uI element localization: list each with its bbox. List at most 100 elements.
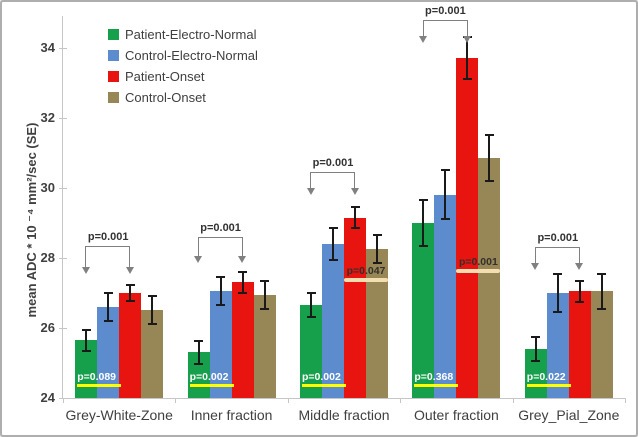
category-label: Grey-White-Zone <box>65 407 173 423</box>
legend-item: Patient-Electro-Normal <box>108 28 258 41</box>
bar <box>366 249 388 398</box>
error-bar-cap <box>238 270 248 273</box>
bar <box>412 222 435 398</box>
down-arrow-icon <box>81 266 90 274</box>
error-bar <box>578 280 581 302</box>
midbar-p-label-text: p=0.047 <box>346 264 386 277</box>
error-bar-cap <box>597 307 607 310</box>
x-tick-mark <box>512 398 514 403</box>
legend-swatch-icon <box>108 50 119 61</box>
legend-swatch-icon <box>108 29 119 40</box>
error-bar-cap <box>81 328 91 331</box>
error-bar-cap <box>238 291 248 294</box>
error-bar-cap <box>531 360 541 363</box>
y-tick-mark <box>59 257 67 259</box>
significance-bracket-line <box>311 172 355 174</box>
plot-area: 24 26 28 30 32 34 Grey-White-Zone Inner fractio… <box>41 5 626 423</box>
inbar-p-label: p=0.022 <box>526 371 575 387</box>
error-bar-cap <box>103 291 113 294</box>
significance-bracket-line <box>423 19 468 21</box>
significance-bracket-line <box>198 236 243 238</box>
x-tick-mark <box>63 398 64 403</box>
significance-bracket-drop <box>466 19 468 37</box>
bar <box>119 292 142 398</box>
category-label: Grey_Pial_Zone <box>518 407 620 423</box>
x-tick-mark <box>175 398 177 403</box>
bar <box>322 243 344 398</box>
inbar-p-label: p=0.368 <box>414 371 462 387</box>
error-bar <box>422 200 425 246</box>
significance-bracket-drop <box>197 236 199 258</box>
error-bar <box>85 329 88 351</box>
inbar-p-label-text: p=0.089 <box>77 371 117 383</box>
error-bar-cap <box>125 299 135 302</box>
error-bar <box>466 37 469 80</box>
error-bar <box>151 296 154 325</box>
significance-bracket-drop <box>354 172 356 189</box>
error-bar <box>600 273 603 309</box>
legend: Patient-Electro-Normal Control-Electro-N… <box>108 28 258 112</box>
bar <box>546 292 569 398</box>
significance-bracket-drop <box>85 245 87 268</box>
inbar-p-label-text: p=0.002 <box>189 371 229 383</box>
y-tick-label: 28 <box>40 249 55 265</box>
y-tick-label: 24 <box>40 390 55 405</box>
bar <box>434 194 457 398</box>
category-label: Inner fraction <box>190 407 273 423</box>
error-bar-cap <box>216 276 226 279</box>
significance-bracket-drop <box>310 172 312 189</box>
y-tick-label: 34 <box>40 39 55 55</box>
down-arrow-icon <box>531 263 540 271</box>
error-bar-cap <box>553 272 563 275</box>
error-bar <box>197 341 200 364</box>
error-bar <box>556 273 559 313</box>
error-bar-cap <box>531 335 541 338</box>
y-axis-label: mean ADC * 10 ⁻⁴ mm²/sec (SE) <box>24 122 39 318</box>
error-bar <box>241 271 244 293</box>
legend-label: Control-Onset <box>125 90 206 105</box>
error-bar <box>534 336 537 362</box>
yellow-underline <box>526 384 571 387</box>
error-bar <box>310 292 312 318</box>
significance-bracket-drop <box>422 19 424 37</box>
yellow-underline <box>189 384 234 387</box>
error-bar-cap <box>440 169 450 172</box>
error-bar <box>354 207 356 229</box>
error-bar-cap <box>147 295 157 298</box>
midbar-p-label-text: p=0.001 <box>458 256 498 269</box>
legend-item: Control-Onset <box>108 91 258 104</box>
bracket-p-label: p=0.001 <box>312 157 354 170</box>
error-bar-cap <box>597 272 607 275</box>
legend-label: Patient-Electro-Normal <box>125 27 257 42</box>
error-bar-cap <box>372 234 382 237</box>
error-bar-cap <box>147 323 157 326</box>
significance-bracket-line <box>535 247 580 249</box>
error-bar-cap <box>462 78 472 81</box>
error-bar-cap <box>260 307 270 310</box>
down-arrow-icon <box>238 256 247 264</box>
error-bar-cap <box>216 304 226 307</box>
yellow-underline <box>414 384 459 387</box>
error-bar-cap <box>306 316 316 319</box>
y-tick-label: 32 <box>40 109 55 125</box>
cream-underline <box>456 269 501 274</box>
yellow-underline <box>77 384 122 387</box>
down-arrow-icon <box>125 266 134 274</box>
down-arrow-icon <box>575 263 584 271</box>
legend-label: Patient-Onset <box>125 69 205 84</box>
category-label: Outer fraction <box>413 407 499 423</box>
legend-item: Control-Electro-Normal <box>108 49 258 62</box>
down-arrow-icon <box>462 35 471 43</box>
error-bar-cap <box>103 319 113 322</box>
bar <box>344 217 366 398</box>
y-tick-mark <box>59 117 67 119</box>
bar <box>590 291 613 398</box>
significance-bracket-line <box>86 245 131 247</box>
error-bar <box>263 280 266 309</box>
inbar-p-label-text: p=0.022 <box>526 371 566 383</box>
error-bar-cap <box>553 311 563 314</box>
error-bar <box>129 285 132 301</box>
midbar-p-label: p=0.001 <box>450 256 506 274</box>
error-bar <box>219 277 222 306</box>
